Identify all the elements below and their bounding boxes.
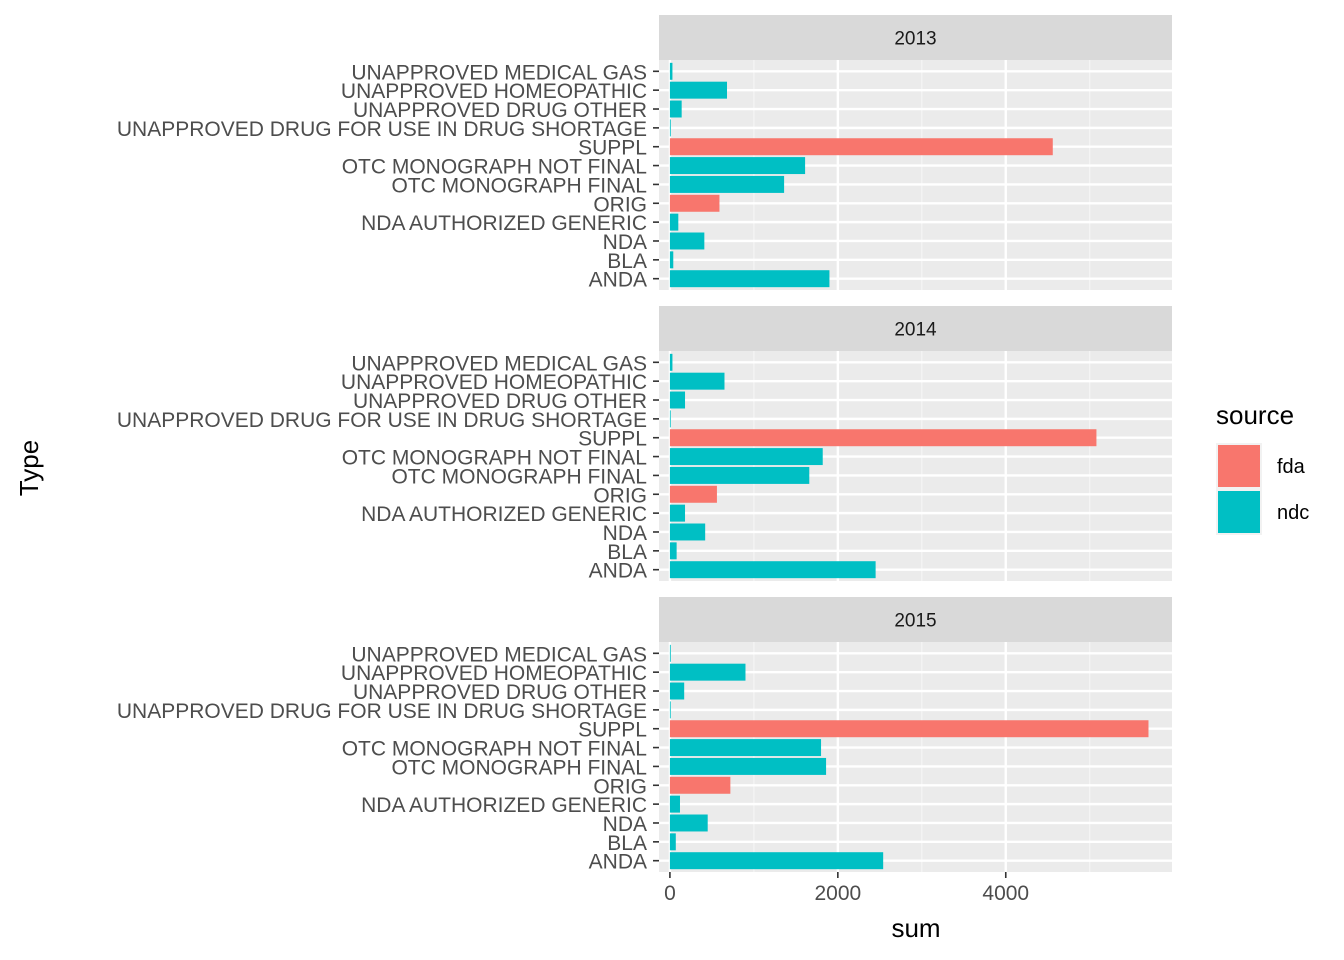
facet-strip-label: 2015 [894, 611, 936, 632]
y-tick-label: NDA AUTHORIZED GENERIC [361, 212, 647, 235]
y-tick-label: SUPPL [578, 428, 647, 451]
y-tick-label: UNAPPROVED DRUG OTHER [353, 390, 647, 413]
y-tick-label: OTC MONOGRAPH FINAL [391, 756, 647, 779]
bar-2015-bla [669, 833, 676, 851]
legend-label-fda: fda [1277, 456, 1306, 478]
panel-background [659, 351, 1172, 581]
y-tick-label: NDA [603, 231, 647, 254]
bar-2013-orig [669, 194, 720, 212]
y-tick-label: OTC MONOGRAPH FINAL [391, 174, 647, 197]
bar-2013-unapproved-drug-other [669, 100, 682, 118]
bar-2014-orig [669, 485, 717, 503]
bar-2015-nda-authorized-generic [669, 795, 680, 813]
bar-2015-suppl [669, 720, 1149, 738]
bar-2013-anda [669, 270, 830, 288]
panel-background [659, 60, 1172, 290]
bar-2013-otc-monograph-not-final [669, 157, 806, 175]
bar-2015-unapproved-medical-gas [669, 644, 671, 662]
y-tick-label: ORIG [593, 193, 647, 216]
y-tick-label: UNAPPROVED MEDICAL GAS [351, 643, 647, 666]
y-tick-label: ORIG [593, 484, 647, 507]
y-tick-label: UNAPPROVED DRUG FOR USE IN DRUG SHORTAGE [117, 118, 647, 141]
bar-2014-suppl [669, 429, 1097, 447]
legend: source fda ndc [1216, 400, 1309, 535]
legend-swatch-ndc [1218, 491, 1260, 533]
y-tick-label: BLA [607, 250, 647, 273]
bar-2013-nda [669, 232, 705, 250]
bar-2014-unapproved-medical-gas [669, 353, 673, 371]
y-tick-label: SUPPL [578, 719, 647, 742]
y-tick-label: BLA [607, 541, 647, 564]
y-tick-label: UNAPPROVED MEDICAL GAS [351, 352, 647, 375]
y-tick-label: ANDA [589, 851, 647, 874]
bar-2014-nda [669, 523, 706, 541]
y-tick-label: NDA AUTHORIZED GENERIC [361, 794, 647, 817]
bar-2014-nda-authorized-generic [669, 504, 686, 522]
y-tick-label: SUPPL [578, 137, 647, 160]
y-tick-label: NDA [603, 522, 647, 545]
y-tick-label: ORIG [593, 775, 647, 798]
bar-2015-unapproved-homeopathic [669, 663, 746, 681]
bar-2015-orig [669, 776, 731, 794]
bar-2015-unapproved-drug-other [669, 682, 685, 700]
bar-2014-anda [669, 561, 876, 579]
legend-title: source [1216, 400, 1294, 430]
y-tick-label: UNAPPROVED HOMEOPATHIC [341, 371, 647, 394]
y-tick-label: ANDA [589, 560, 647, 583]
facet-strip-label: 2013 [894, 29, 936, 50]
bar-2013-unapproved-medical-gas [669, 62, 673, 80]
bar-2014-bla [669, 542, 677, 560]
bar-2013-otc-monograph-final [669, 175, 785, 193]
y-tick-label: OTC MONOGRAPH FINAL [391, 465, 647, 488]
y-tick-label: BLA [607, 832, 647, 855]
legend-swatch-fda [1218, 445, 1260, 487]
bar-2013-unapproved-homeopathic [669, 81, 728, 99]
bar-2014-otc-monograph-not-final [669, 448, 823, 466]
facet-strip-label: 2014 [894, 320, 937, 341]
legend-label-ndc: ndc [1277, 502, 1309, 524]
bar-2014-unapproved-drug-for-use-in-drug-shortage [669, 410, 671, 428]
x-axis-title: sum [891, 913, 940, 943]
y-tick-label: OTC MONOGRAPH NOT FINAL [342, 738, 647, 761]
y-tick-label: ANDA [589, 269, 647, 292]
bar-2015-otc-monograph-final [669, 757, 827, 775]
y-tick-label: NDA [603, 813, 647, 836]
facet-strip [659, 597, 1172, 642]
bar-2013-bla [669, 251, 674, 269]
bar-2014-unapproved-homeopathic [669, 372, 725, 390]
y-tick-label: UNAPPROVED DRUG FOR USE IN DRUG SHORTAGE [117, 700, 647, 723]
y-tick-label: UNAPPROVED HOMEOPATHIC [341, 662, 647, 685]
bar-2015-unapproved-drug-for-use-in-drug-shortage [669, 701, 671, 719]
bar-2015-otc-monograph-not-final [669, 739, 822, 757]
y-tick-label: UNAPPROVED DRUG OTHER [353, 681, 647, 704]
y-tick-label: UNAPPROVED MEDICAL GAS [351, 61, 647, 84]
y-tick-label: UNAPPROVED DRUG OTHER [353, 99, 647, 122]
facet-strip [659, 15, 1172, 60]
y-tick-label: OTC MONOGRAPH NOT FINAL [342, 447, 647, 470]
bar-2014-unapproved-drug-other [669, 391, 686, 409]
bar-2014-otc-monograph-final [669, 466, 810, 484]
y-axis-title: Type [14, 440, 44, 496]
x-tick-label: 2000 [814, 882, 861, 905]
bar-2013-nda-authorized-generic [669, 213, 679, 231]
x-tick-label: 0 [664, 882, 676, 905]
bar-2015-anda [669, 852, 884, 870]
bar-2013-unapproved-drug-for-use-in-drug-shortage [669, 119, 671, 137]
facet-strip [659, 306, 1172, 351]
y-tick-label: OTC MONOGRAPH NOT FINAL [342, 156, 647, 179]
y-tick-label: UNAPPROVED DRUG FOR USE IN DRUG SHORTAGE [117, 409, 647, 432]
x-axis: 0 2000 4000 [664, 872, 1029, 905]
legend-keys: fda ndc [1216, 443, 1309, 535]
bar-2015-nda [669, 814, 708, 832]
y-tick-label: UNAPPROVED HOMEOPATHIC [341, 80, 647, 103]
bar-2013-suppl [669, 138, 1053, 156]
x-tick-label: 4000 [982, 882, 1029, 905]
y-tick-label: NDA AUTHORIZED GENERIC [361, 503, 647, 526]
